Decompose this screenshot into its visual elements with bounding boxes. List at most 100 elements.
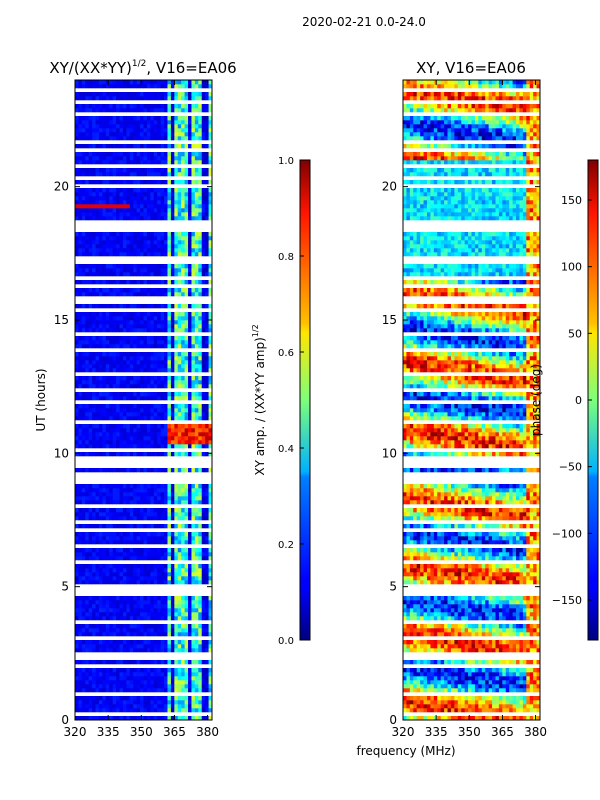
heatmap-cell <box>170 108 175 113</box>
heatmap-cell <box>81 344 86 349</box>
heatmap-cell <box>98 672 103 677</box>
heatmap-cell <box>164 232 168 237</box>
heatmap-cell <box>201 672 206 677</box>
heatmap-cell <box>116 160 120 165</box>
heatmap-cell <box>150 408 155 413</box>
heatmap-cell <box>454 684 459 689</box>
heatmap-cell <box>184 704 189 709</box>
heatmap-cell <box>208 572 212 577</box>
heatmap-cell <box>184 668 189 673</box>
heatmap-cell <box>205 512 209 517</box>
heatmap-cell <box>129 412 134 417</box>
heatmap-cell <box>208 604 212 609</box>
y-tick-label: 15 <box>54 313 69 327</box>
heatmap-cell <box>81 268 86 273</box>
heatmap-cell <box>177 640 182 645</box>
heatmap-cell <box>146 540 151 545</box>
heatmap-cell <box>205 248 209 253</box>
heatmap-cell <box>146 416 151 421</box>
heatmap-cell <box>133 124 138 129</box>
heatmap-cell <box>109 188 114 193</box>
heatmap-cell <box>133 264 138 269</box>
amplitude-axes-frame <box>74 79 213 721</box>
heatmap-cell <box>129 516 134 521</box>
heatmap-cell <box>167 532 172 537</box>
heatmap-cell <box>102 252 107 257</box>
heatmap-cell <box>167 488 172 493</box>
heatmap-cell <box>133 512 138 517</box>
heatmap-cell <box>136 516 141 521</box>
heatmap-cell <box>160 312 165 317</box>
heatmap-cell <box>92 336 96 341</box>
heatmap-cell <box>102 632 107 637</box>
heatmap-cell <box>205 352 209 357</box>
heatmap-cell <box>153 428 158 433</box>
heatmap-cell <box>181 604 185 609</box>
heatmap-cell <box>92 380 96 385</box>
heatmap-cell <box>164 632 168 637</box>
heatmap-cell <box>191 524 196 529</box>
heatmap-cell <box>126 596 131 601</box>
heatmap-cell <box>140 572 144 577</box>
heatmap-cell <box>133 168 138 173</box>
heatmap-cell <box>536 676 540 681</box>
heatmap-cell <box>95 192 100 197</box>
heatmap-cell <box>464 700 469 705</box>
heatmap-cell <box>126 364 131 369</box>
heatmap-cell <box>160 92 165 97</box>
heatmap-cell <box>136 132 141 137</box>
heatmap-cell <box>198 540 203 545</box>
heatmap-cell <box>164 424 168 429</box>
heatmap-cell <box>177 668 182 673</box>
heatmap-cell <box>170 428 175 433</box>
heatmap-cell <box>160 200 165 205</box>
heatmap-cell <box>184 252 189 257</box>
heatmap-cell <box>105 484 110 489</box>
heatmap-cell <box>191 376 196 381</box>
heatmap-cell <box>177 144 182 149</box>
heatmap-cell <box>170 484 175 489</box>
heatmap-cell <box>129 236 134 241</box>
heatmap-cell <box>174 548 179 553</box>
heatmap-cell <box>188 412 192 417</box>
heatmap-cell <box>126 384 131 389</box>
heatmap-cell <box>81 244 86 249</box>
heatmap-cell <box>201 536 206 541</box>
heatmap-cell <box>160 644 165 649</box>
heatmap-cell <box>102 268 107 273</box>
heatmap-cell <box>406 696 411 701</box>
heatmap-cell <box>194 216 199 221</box>
heatmap-cell <box>437 672 442 677</box>
heatmap-cell <box>133 540 138 545</box>
amplitude-panel: XY/(XX*YY)1/2, V16=EA06 320 335 350 365 380 … <box>34 59 237 739</box>
heatmap-cell <box>509 708 513 713</box>
heatmap-cell <box>92 328 96 333</box>
heatmap-cell <box>198 108 203 113</box>
heatmap-cell <box>143 120 148 125</box>
heatmap-cell <box>119 408 124 413</box>
heatmap-cell <box>92 576 96 581</box>
heatmap-cell <box>208 244 212 249</box>
heatmap-cell <box>194 328 199 333</box>
heatmap-cell <box>102 208 107 213</box>
heatmap-cell <box>136 684 141 689</box>
heatmap-cell <box>112 200 117 205</box>
heatmap-cell <box>174 160 179 165</box>
heatmap-cell <box>133 484 138 489</box>
heatmap-cell <box>167 616 172 621</box>
heatmap-cell <box>136 644 141 649</box>
heatmap-cell <box>177 232 182 237</box>
heatmap-cell <box>177 684 182 689</box>
heatmap-cell <box>129 492 134 497</box>
heatmap-cell <box>150 360 155 365</box>
heatmap-cell <box>95 152 100 157</box>
heatmap-cell <box>102 488 107 493</box>
heatmap-cell <box>92 312 96 317</box>
heatmap-cell <box>143 328 148 333</box>
heatmap-cell <box>98 564 103 569</box>
heatmap-cell <box>85 192 90 197</box>
heatmap-cell <box>109 252 114 257</box>
heatmap-cell <box>184 84 189 89</box>
heatmap-cell <box>208 468 212 473</box>
heatmap-cell <box>95 128 100 133</box>
